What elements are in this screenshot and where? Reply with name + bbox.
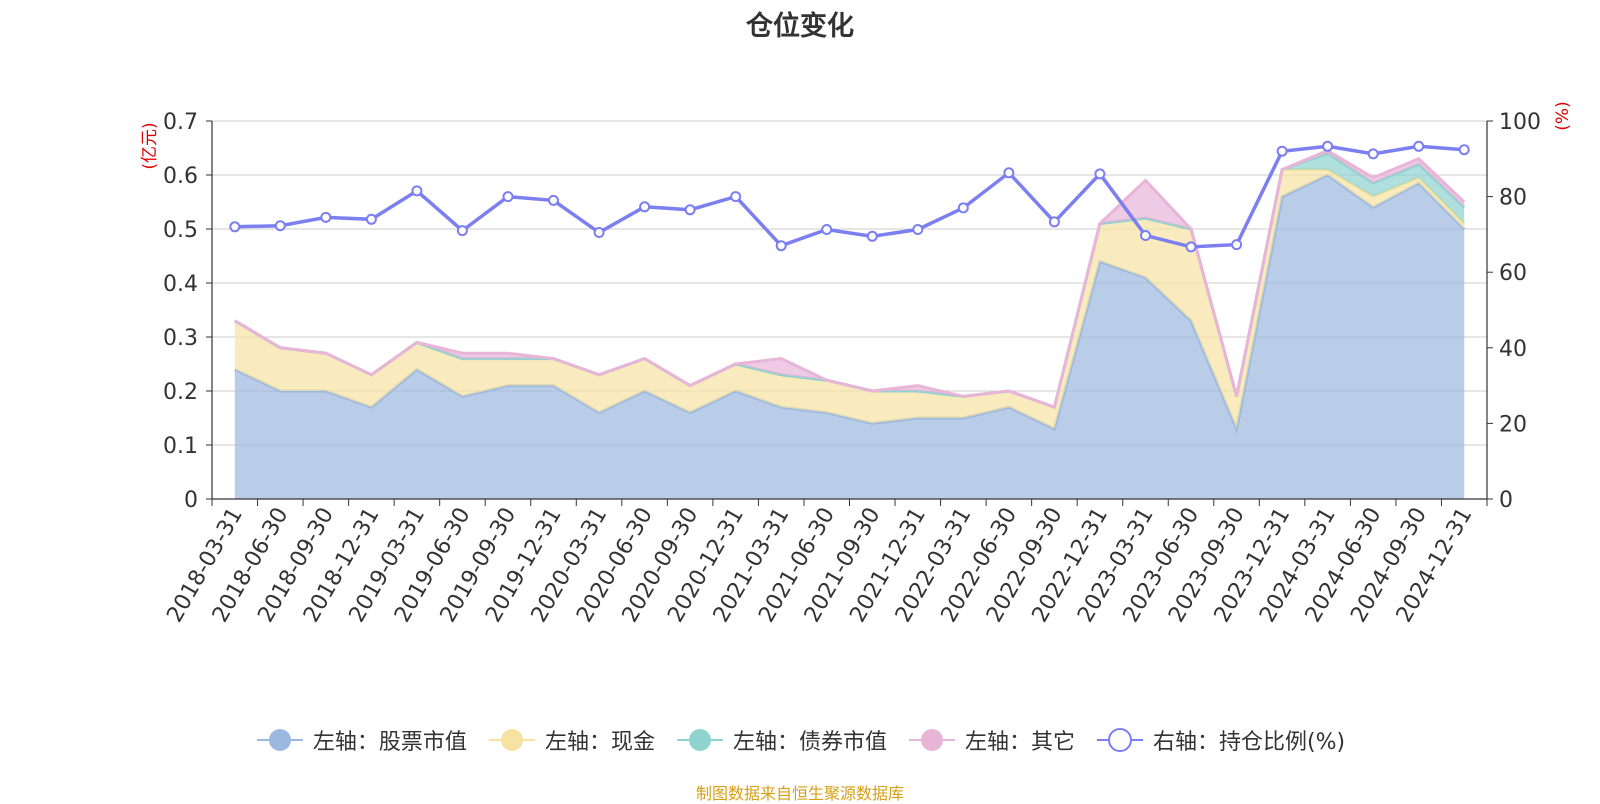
ratio-point [274, 220, 286, 232]
legend-label: 左轴：债券市值 [732, 730, 887, 755]
right-tick-label: 60 [1499, 261, 1527, 286]
ratio-point [1185, 241, 1197, 253]
chart-plot: 0 0.1 0.2 0.3 0.4 0.5 0.6 0.7 0 20 40 60 80 100 (亿元) (%… [140, 101, 1573, 626]
legend-item[interactable]: 右轴：持仓比例(%) [1095, 724, 1345, 756]
ratio-point [1094, 168, 1106, 180]
area-edge-左轴：其它 [234, 149, 1466, 410]
ratio-point [1276, 145, 1288, 157]
ratio-point [1048, 216, 1060, 228]
left-tick-label: 0.6 [163, 164, 198, 189]
right-tick-label: 100 [1499, 110, 1541, 135]
right-tick-label: 80 [1499, 186, 1527, 211]
ratio-point [411, 185, 423, 197]
ratio-point [1322, 140, 1334, 152]
right-tick-label: 0 [1499, 488, 1513, 513]
area-左轴：其它 [234, 150, 1465, 408]
ratio-point [1140, 230, 1151, 241]
left-tick-label: 0.4 [163, 272, 198, 297]
ratio-point [684, 204, 696, 216]
area-左轴：现金 [234, 169, 1465, 429]
axes [206, 120, 1493, 506]
legend: 左轴：股票市值 左轴：现金 左轴：债券市值 左轴：其它 右轴：持仓比例(%) [0, 724, 1600, 756]
legend-swatch-icon [488, 729, 535, 751]
legend-label: 左轴：现金 [544, 730, 655, 755]
ratio-line-path [234, 144, 1465, 249]
stacked-areas [234, 149, 1466, 499]
ratio-point [730, 191, 742, 203]
legend-item[interactable]: 左轴：其它 [907, 724, 1075, 756]
left-tick-label: 0.1 [163, 434, 198, 459]
legend-swatch-icon [256, 729, 303, 751]
ratio-point [1003, 167, 1015, 179]
right-tick-label: 40 [1499, 337, 1527, 362]
ratio-point [821, 224, 833, 235]
left-tick-label: 0.5 [163, 218, 198, 243]
legend-swatch-icon [908, 729, 955, 751]
ratio-point [548, 194, 559, 206]
legend-label: 左轴：其它 [964, 730, 1075, 755]
left-tick-label: 0 [184, 488, 198, 513]
ratio-point [1367, 148, 1379, 160]
legend-item[interactable]: 左轴：股票市值 [255, 724, 467, 756]
left-tick-label: 0.2 [163, 380, 198, 405]
ratio-point [912, 224, 924, 235]
ratio-point [365, 213, 377, 225]
left-tick-label: 0.3 [163, 326, 198, 351]
ratio-point [502, 191, 514, 203]
left-tick-label: 0.7 [163, 110, 198, 135]
ratio-point [1413, 140, 1425, 152]
ratio-point [320, 211, 332, 223]
ratio-point [775, 240, 787, 252]
ratio-point [1231, 239, 1243, 251]
legend-item[interactable]: 左轴：债券市值 [675, 724, 887, 756]
legend-label: 右轴：持仓比例(%) [1152, 730, 1346, 755]
ratio-line [229, 140, 1470, 253]
ratio-point [1458, 144, 1470, 156]
legend-swatch-icon [676, 729, 723, 751]
chart-title: 仓位变化 [746, 11, 854, 42]
legend-label: 左轴：股票市值 [312, 730, 467, 755]
left-axis-unit: (亿元) [140, 122, 160, 169]
legend-swatch-icon [1096, 728, 1143, 752]
source-note: 制图数据来自恒生聚源数据库 [695, 784, 904, 803]
right-tick-label: 20 [1499, 412, 1527, 437]
ratio-point [229, 221, 241, 233]
area-左轴：股票市值 [234, 175, 1465, 499]
ratio-point [957, 202, 969, 214]
legend-item[interactable]: 左轴：现金 [487, 724, 655, 756]
ratio-point [456, 225, 468, 237]
right-axis-unit: (%) [1553, 101, 1573, 130]
ratio-point [639, 201, 651, 213]
ratio-point [866, 230, 878, 242]
ratio-point [593, 227, 605, 238]
